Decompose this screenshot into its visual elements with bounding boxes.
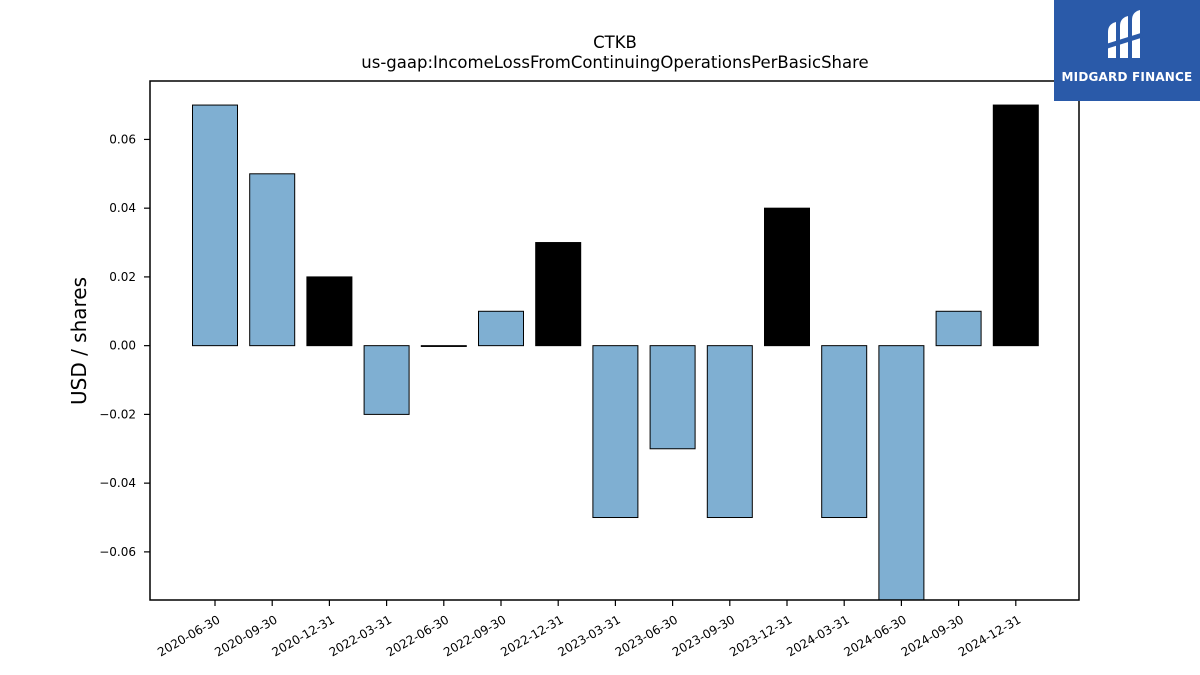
bar-2023-09-30 — [706, 345, 753, 519]
y-tick-label: −0.06 — [99, 545, 136, 559]
x-tick-label: 2022-09-30 — [441, 612, 508, 659]
bar-2020-09-30 — [249, 173, 296, 347]
bar-2023-06-30 — [649, 345, 696, 450]
bar-2024-06-30 — [878, 345, 925, 601]
midgard-finance-logo: MIDGARD FINANCE — [1054, 0, 1200, 101]
x-tick-label: 2020-06-30 — [155, 612, 222, 659]
bars-group — [192, 104, 1039, 601]
midgard-logo-icon — [1106, 10, 1144, 58]
bar-2022-03-31 — [363, 345, 410, 415]
x-tick-label: 2023-09-30 — [670, 612, 737, 659]
chart-title: CTKB — [593, 33, 637, 52]
x-tick-label: 2022-06-30 — [384, 612, 451, 659]
bar-2024-09-30 — [935, 310, 982, 347]
bar-2024-03-31 — [821, 345, 868, 519]
x-tick-label: 2024-12-31 — [956, 612, 1023, 659]
x-tick-label: 2020-12-31 — [269, 612, 336, 659]
bar-2024-12-31 — [992, 104, 1039, 347]
bar-2022-12-31 — [535, 242, 582, 347]
y-axis-label: USD / shares — [67, 277, 91, 405]
x-tick-label: 2023-03-31 — [555, 612, 622, 659]
x-tick-label: 2022-03-31 — [327, 612, 394, 659]
bar-2022-06-30 — [420, 345, 467, 347]
y-tick-label: 0.00 — [109, 339, 136, 353]
x-tick-label: 2024-09-30 — [899, 612, 966, 659]
y-tick-label: −0.02 — [99, 407, 136, 421]
x-tick-label: 2020-09-30 — [212, 612, 279, 659]
x-tick-label: 2023-12-31 — [727, 612, 794, 659]
y-tick-label: 0.06 — [109, 132, 136, 146]
x-tick-label: 2022-12-31 — [498, 612, 565, 659]
chart-subtitle: us-gaap:IncomeLossFromContinuingOperatio… — [361, 53, 868, 72]
logo-text: MIDGARD FINANCE — [1061, 70, 1193, 84]
bar-2023-12-31 — [764, 207, 810, 347]
bar-2023-03-31 — [592, 345, 639, 519]
y-tick-label: 0.02 — [109, 270, 136, 284]
bar-2022-09-30 — [478, 310, 524, 347]
bar-2020-12-31 — [306, 276, 353, 347]
bar-2020-06-30 — [192, 104, 238, 347]
x-tick-label: 2024-06-30 — [841, 612, 908, 659]
x-tick-label: 2024-03-31 — [784, 612, 851, 659]
x-tick-label: 2023-06-30 — [613, 612, 680, 659]
x-ticks-group: 2020-06-302020-09-302020-12-312022-03-31… — [155, 600, 1023, 659]
y-ticks-group: −0.06 −0.04 −0.02 0.00 0.02 0.04 0.06 — [99, 132, 150, 559]
y-tick-label: 0.04 — [109, 201, 136, 215]
plot-frame — [149, 80, 1080, 601]
y-tick-label: −0.04 — [99, 476, 136, 490]
